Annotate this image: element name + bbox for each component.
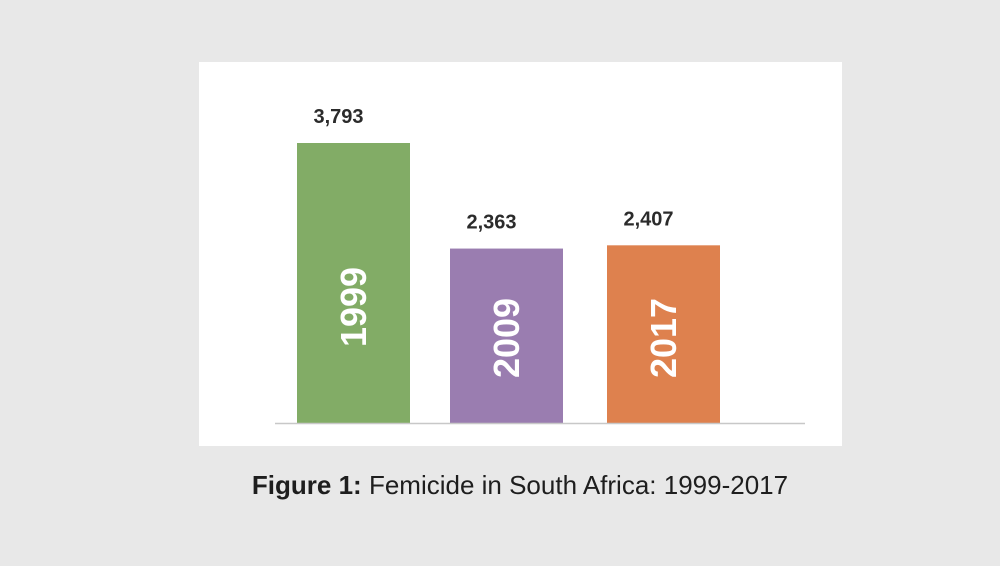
- category-label-2017: 2017: [643, 298, 684, 378]
- bars-group: 3,793 1999 2,363 2009 2,407 2017: [297, 106, 720, 423]
- category-label-1999: 1999: [333, 267, 374, 347]
- figure-caption: Figure 1: Femicide in South Africa: 1999…: [0, 470, 1000, 501]
- bar-chart: 3,793 1999 2,363 2009 2,407 2017: [275, 106, 805, 425]
- value-label-2009: 2,363: [466, 212, 516, 234]
- value-label-2017: 2,407: [623, 208, 673, 230]
- category-label-2009: 2009: [486, 298, 527, 378]
- caption-prefix: Figure 1:: [251, 470, 362, 500]
- value-label-1999: 3,793: [313, 106, 363, 128]
- chart-panel: 3,793 1999 2,363 2009 2,407 2017: [199, 62, 842, 446]
- caption-text: Femicide in South Africa: 1999-2017: [368, 470, 789, 500]
- bar-2009: [450, 248, 563, 423]
- bar-1999: [297, 143, 410, 423]
- bar-2017: [607, 245, 720, 423]
